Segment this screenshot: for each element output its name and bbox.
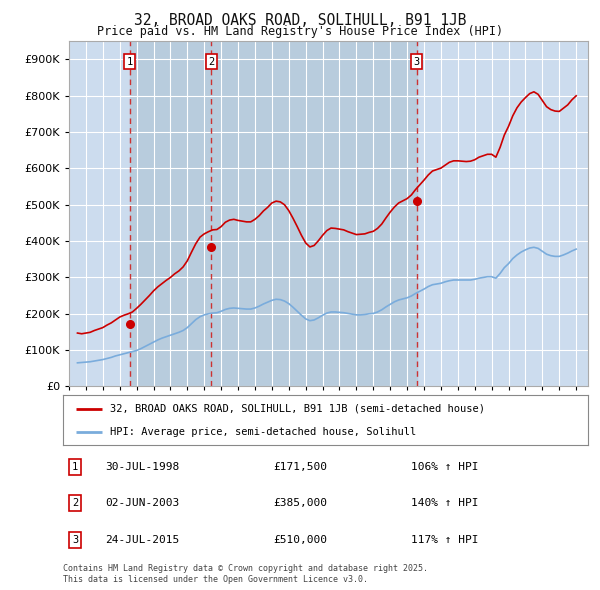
Text: £510,000: £510,000	[273, 535, 327, 545]
Text: 3: 3	[72, 535, 78, 545]
Text: £385,000: £385,000	[273, 499, 327, 508]
Text: 1: 1	[127, 57, 133, 67]
Bar	[211, 41, 416, 386]
Text: This data is licensed under the Open Government Licence v3.0.: This data is licensed under the Open Gov…	[63, 575, 368, 584]
Text: 2: 2	[72, 499, 78, 508]
Text: Price paid vs. HM Land Registry's House Price Index (HPI): Price paid vs. HM Land Registry's House …	[97, 25, 503, 38]
Text: 117% ↑ HPI: 117% ↑ HPI	[411, 535, 479, 545]
Text: 32, BROAD OAKS ROAD, SOLIHULL, B91 1JB: 32, BROAD OAKS ROAD, SOLIHULL, B91 1JB	[134, 13, 466, 28]
Text: £171,500: £171,500	[273, 462, 327, 471]
Bar	[130, 41, 211, 386]
Text: 2: 2	[208, 57, 214, 67]
Text: HPI: Average price, semi-detached house, Solihull: HPI: Average price, semi-detached house,…	[110, 427, 416, 437]
Text: 32, BROAD OAKS ROAD, SOLIHULL, B91 1JB (semi-detached house): 32, BROAD OAKS ROAD, SOLIHULL, B91 1JB (…	[110, 404, 485, 414]
Text: 30-JUL-1998: 30-JUL-1998	[105, 462, 179, 471]
Text: 3: 3	[413, 57, 420, 67]
Text: 24-JUL-2015: 24-JUL-2015	[105, 535, 179, 545]
Text: 02-JUN-2003: 02-JUN-2003	[105, 499, 179, 508]
Text: Contains HM Land Registry data © Crown copyright and database right 2025.: Contains HM Land Registry data © Crown c…	[63, 565, 428, 573]
Text: 1: 1	[72, 462, 78, 471]
Text: 106% ↑ HPI: 106% ↑ HPI	[411, 462, 479, 471]
Text: 140% ↑ HPI: 140% ↑ HPI	[411, 499, 479, 508]
